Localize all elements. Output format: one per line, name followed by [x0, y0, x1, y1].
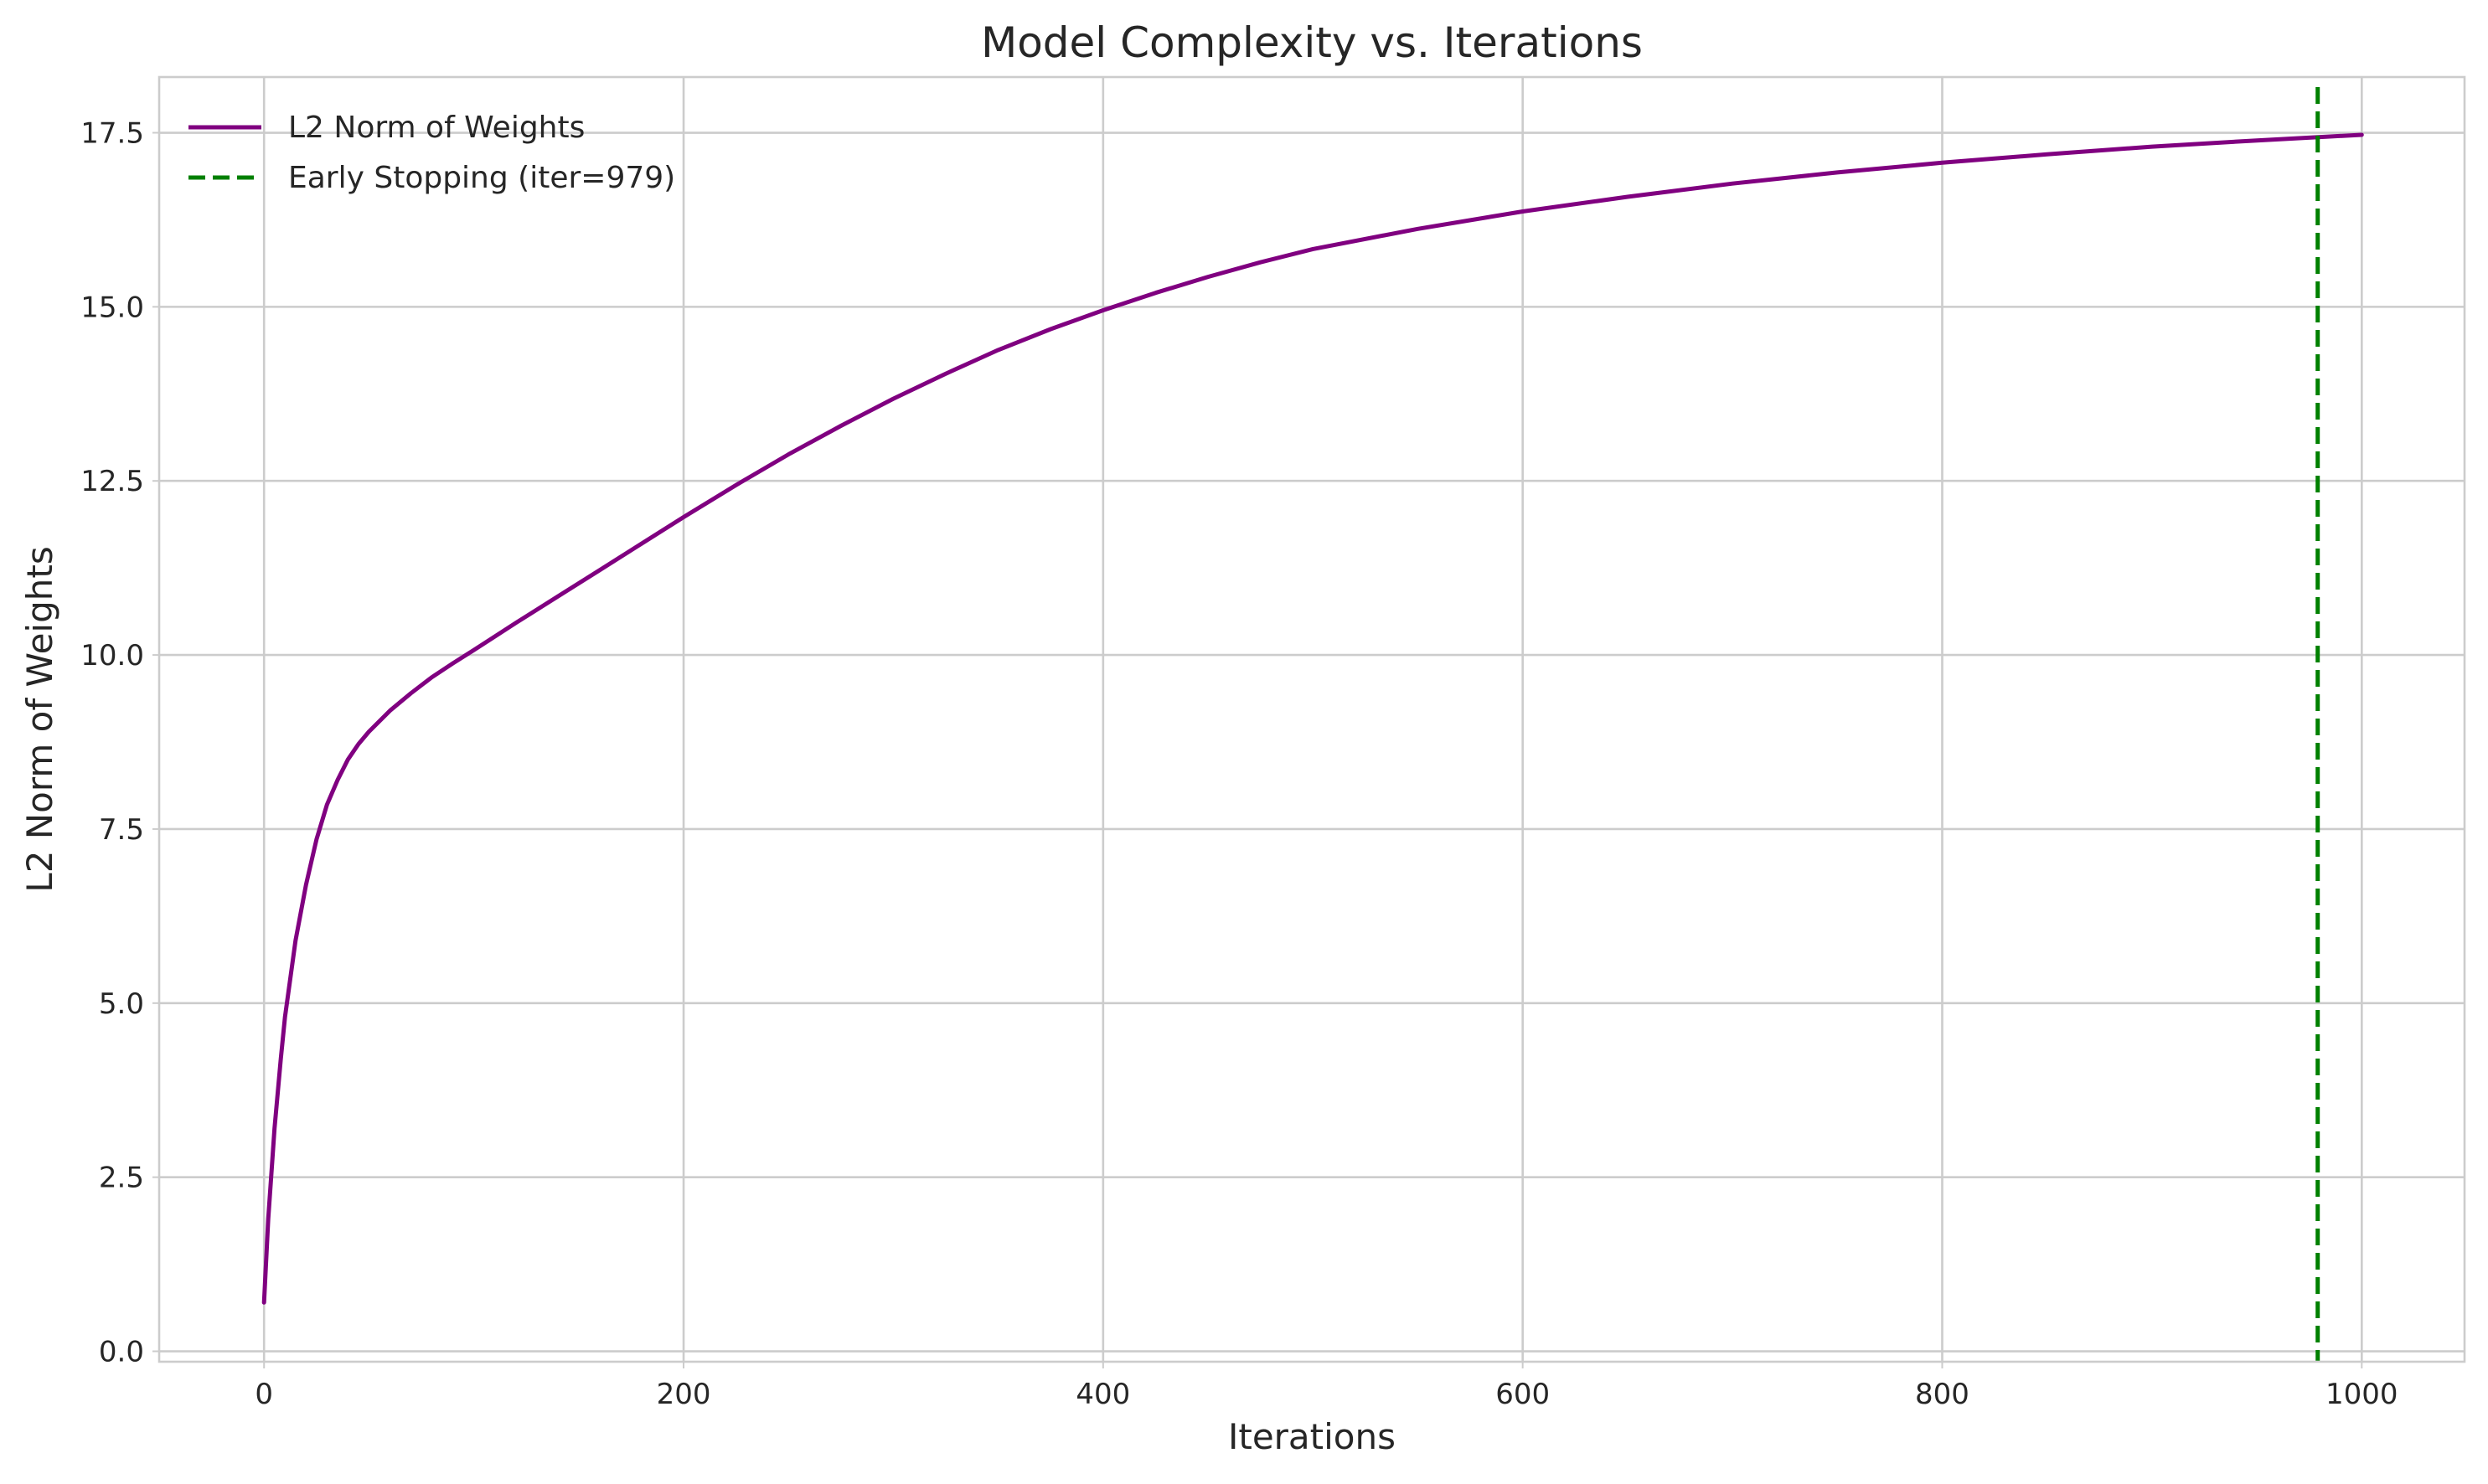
y-tick-label: 10.0 — [80, 639, 144, 672]
legend-label-early-stopping: Early Stopping (iter=979) — [288, 161, 675, 195]
x-tick-label: 1000 — [2325, 1378, 2398, 1411]
plot-frame — [157, 75, 2466, 1363]
chart-title: Model Complexity vs. Iterations — [981, 18, 1643, 67]
legend: L2 Norm of Weights Early Stopping (iter=… — [188, 111, 675, 195]
l2-norm-line — [261, 132, 2364, 1305]
ticks: 0 200 400 600 800 1000 0.0 2.5 5.0 7.5 10.0 12.5 15.… — [80, 117, 2398, 1411]
legend-label-l2-norm: L2 Norm of Weights — [288, 111, 585, 145]
x-axis-label: Iterations — [1228, 1416, 1396, 1457]
x-tick-label: 0 — [255, 1378, 273, 1411]
y-tick-label: 2.5 — [99, 1162, 144, 1195]
x-tick-label: 200 — [657, 1378, 711, 1411]
y-tick-label: 5.0 — [99, 987, 144, 1021]
y-axis-label: L2 Norm of Weights — [19, 546, 60, 892]
plot-area — [261, 87, 2364, 1362]
x-tick-label: 600 — [1495, 1378, 1550, 1411]
x-tick-label: 400 — [1076, 1378, 1130, 1411]
y-tick-label: 0.0 — [99, 1336, 144, 1369]
y-tick-label: 17.5 — [80, 117, 144, 151]
y-tick-label: 7.5 — [99, 813, 144, 847]
y-tick-label: 12.5 — [80, 465, 144, 498]
x-tick-label: 800 — [1915, 1378, 1969, 1411]
y-tick-label: 15.0 — [80, 291, 144, 324]
grid — [159, 77, 2465, 1362]
